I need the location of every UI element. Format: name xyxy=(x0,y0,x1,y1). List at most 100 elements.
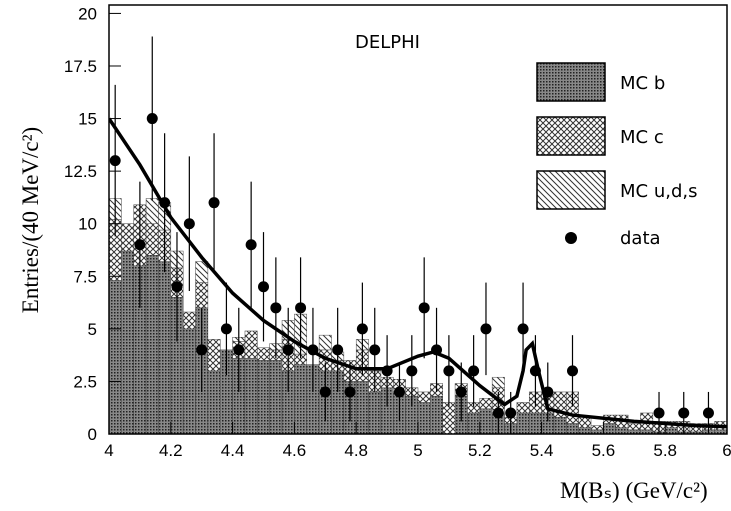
x-tick-label: 5.2 xyxy=(468,441,492,460)
legend-swatch xyxy=(536,62,606,102)
histogram-bar xyxy=(479,408,493,434)
data-point xyxy=(258,281,269,293)
legend-label: MC b xyxy=(620,73,665,94)
data-point xyxy=(381,365,393,377)
legend-swatch xyxy=(536,116,606,156)
x-tick-label: 5.6 xyxy=(592,441,616,460)
data-point xyxy=(208,197,220,209)
histogram-bar xyxy=(368,391,382,434)
plot-area xyxy=(109,36,727,434)
histogram-bar xyxy=(182,328,196,434)
histogram-bar xyxy=(615,427,629,434)
x-axis-label: M(Bₛ) (GeV/c²) xyxy=(560,478,708,503)
data-point xyxy=(678,407,690,419)
data-point xyxy=(468,365,480,377)
legend-label: MC u,d,s xyxy=(620,181,697,202)
histogram-bar xyxy=(516,402,530,414)
histogram-bar xyxy=(516,412,530,434)
data-point xyxy=(282,344,294,356)
histogram-bar xyxy=(207,339,221,372)
histogram-bar xyxy=(195,261,209,283)
data-point xyxy=(702,407,714,419)
histogram-bar xyxy=(590,425,604,431)
data-point xyxy=(196,344,208,356)
annotation: DELPHI xyxy=(355,32,420,53)
histogram-bar xyxy=(145,198,159,224)
histogram-bar xyxy=(318,334,332,351)
histogram-bar xyxy=(603,423,617,434)
histogram-bar xyxy=(566,423,579,434)
histogram-bar xyxy=(257,347,270,361)
data-point xyxy=(492,407,504,419)
data-point xyxy=(406,365,418,377)
data-point xyxy=(270,302,282,314)
data-point xyxy=(344,386,356,398)
data-point xyxy=(159,197,171,209)
data-point xyxy=(653,407,665,419)
histogram-bar xyxy=(207,370,221,434)
data-point xyxy=(567,365,578,377)
y-tick-label: 2.5 xyxy=(73,372,97,391)
y-tick-label: 7.5 xyxy=(73,267,97,286)
histogram-bar xyxy=(145,223,159,256)
y-axis-label: Entries/(40 MeV/c²) xyxy=(18,127,43,313)
histogram-bar xyxy=(528,412,542,434)
x-tick-label: 6 xyxy=(722,441,731,460)
data-point xyxy=(146,113,158,125)
data-point xyxy=(393,386,405,398)
data-point xyxy=(220,323,232,335)
x-tick-label: 4.4 xyxy=(221,441,245,460)
data-point xyxy=(517,323,529,335)
histogram-bar xyxy=(121,250,134,434)
data-point xyxy=(183,218,195,230)
data-point xyxy=(369,344,381,356)
y-tick-label: 10 xyxy=(78,215,97,234)
y-tick-label: 12.5 xyxy=(64,162,97,181)
x-tick-label: 4 xyxy=(104,441,113,460)
histogram-bar xyxy=(244,330,258,359)
histogram-bar xyxy=(491,376,505,388)
data-point xyxy=(307,344,319,356)
legend-label: MC c xyxy=(620,127,664,148)
histogram-bar xyxy=(627,423,641,431)
data-point xyxy=(529,365,541,377)
histogram-bar xyxy=(553,416,567,434)
y-tick-label: 20 xyxy=(78,4,97,23)
histogram-bar xyxy=(479,398,493,410)
data-point xyxy=(295,302,307,314)
data-point xyxy=(171,281,183,293)
data-point xyxy=(134,239,146,251)
x-tick-label: 5.4 xyxy=(530,441,554,460)
data-point xyxy=(233,344,245,356)
histogram-bar xyxy=(182,311,196,330)
data-point xyxy=(245,239,257,251)
histogram-bar xyxy=(578,416,592,428)
data-point xyxy=(480,323,492,335)
histogram-bar xyxy=(355,381,369,434)
data-point xyxy=(319,386,331,398)
data-point xyxy=(443,365,455,377)
histogram-bar xyxy=(664,427,678,434)
histogram-bar xyxy=(145,255,159,434)
histogram-bar xyxy=(417,402,431,434)
histogram-bar xyxy=(158,261,172,434)
data-point xyxy=(109,155,121,167)
histogram-bar xyxy=(430,395,443,434)
legend-label: data xyxy=(620,228,661,249)
data-point xyxy=(431,344,443,356)
x-tick-label: 5 xyxy=(413,441,422,460)
histogram-bar xyxy=(109,280,122,434)
histogram-bar xyxy=(442,402,456,434)
histogram-bar xyxy=(417,391,431,403)
histogram-bar xyxy=(269,360,283,434)
y-tick-label: 15 xyxy=(78,110,97,129)
histogram-bar xyxy=(195,282,209,309)
data-point xyxy=(418,302,430,314)
y-tick-label: 17.5 xyxy=(64,57,97,76)
data-point xyxy=(332,344,344,356)
histogram-bar xyxy=(467,412,481,434)
histogram-bar xyxy=(294,364,308,434)
data-point xyxy=(455,386,467,398)
